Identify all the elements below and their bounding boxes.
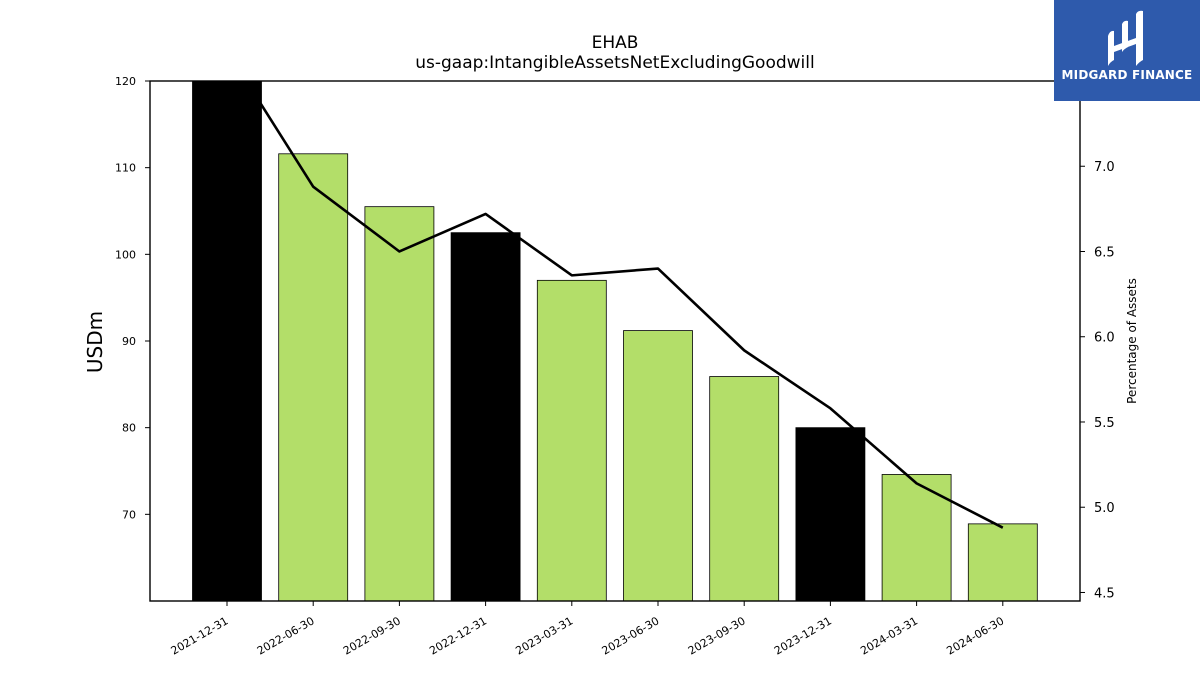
bar-2023-09-30 (709, 376, 780, 602)
chart-title: EHAB (592, 33, 639, 53)
x-tick-label-2022-12-31: 2022-12-31 (427, 614, 489, 657)
brand-logo-text: MIDGARD FINANCE (1061, 68, 1193, 82)
x-tick-label-2023-06-30: 2023-06-30 (600, 614, 662, 657)
chart-subtitle: us-gaap:IntangibleAssetsNetExcludingGood… (415, 53, 814, 73)
x-tick-label-2023-09-30: 2023-09-30 (686, 614, 748, 657)
y-tick-label-70: 70 (122, 508, 136, 521)
y2-tick-label-5.5: 5.5 (1094, 416, 1115, 431)
bar-2021-12-31 (192, 80, 262, 602)
x-tick-label-2021-12-31: 2021-12-31 (169, 614, 231, 657)
y-tick-label-120: 120 (115, 75, 136, 88)
bar-2023-03-31 (536, 279, 607, 602)
y2-tick-label-5.0: 5.0 (1094, 501, 1115, 516)
bar-2023-06-30 (623, 330, 693, 602)
bars-group (192, 80, 1038, 602)
y2-tick-label-7.0: 7.0 (1094, 160, 1115, 175)
x-tick-label-2023-03-31: 2023-03-31 (513, 614, 575, 657)
bar-2024-06-30 (967, 523, 1038, 602)
y-tick-label-100: 100 (115, 248, 136, 261)
line-group (244, 81, 1004, 529)
x-tick-label-2024-06-30: 2024-06-30 (944, 614, 1006, 657)
y2-tick-label-6.0: 6.0 (1094, 331, 1115, 346)
x-tick-label-2024-03-31: 2024-03-31 (858, 614, 920, 657)
percentage-line (244, 81, 1004, 529)
bar-2022-09-30 (364, 206, 435, 602)
y-tick-label-90: 90 (122, 335, 136, 348)
y2-tick-label-6.5: 6.5 (1094, 245, 1115, 260)
bar-2022-12-31 (450, 232, 521, 602)
y2-tick-label-4.5: 4.5 (1094, 586, 1115, 601)
y2-axis-label: Percentage of Assets (1125, 278, 1139, 404)
y-tick-label-80: 80 (122, 422, 136, 435)
x-tick-label-2022-09-30: 2022-09-30 (341, 614, 403, 657)
bar-2023-12-31 (795, 427, 866, 602)
y-tick-label-110: 110 (115, 162, 136, 175)
axes-group: 70 80 90 100 110 120 4.5 5.0 5.5 6.0 6.5 7.0 2021-12… (115, 75, 1115, 658)
bar-2024-03-31 (881, 474, 952, 602)
bar-2022-06-30 (278, 153, 349, 602)
logo-mark-icon (1108, 10, 1143, 67)
x-tick-label-2022-06-30: 2022-06-30 (255, 614, 317, 657)
x-tick-label-2023-12-31: 2023-12-31 (772, 614, 834, 657)
brand-logo: MIDGARD FINANCE (1054, 0, 1200, 101)
y-axis-label: USDm (83, 311, 107, 373)
